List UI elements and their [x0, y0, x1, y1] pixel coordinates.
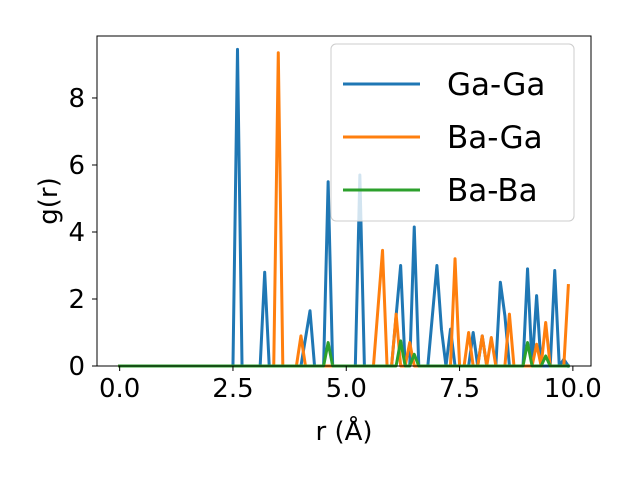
- legend-box: [330, 43, 575, 222]
- y-tick-label: 8: [68, 84, 85, 114]
- legend-label-ba-ga: Ba-Ga: [447, 120, 543, 156]
- series-line-ba-ba: [118, 339, 570, 368]
- legend-label-ba-ba: Ba-Ba: [447, 173, 538, 209]
- legend-label-ga-ga: Ga-Ga: [447, 67, 545, 103]
- legend: Ga-Ga Ba-Ga Ba-Ba: [330, 43, 575, 222]
- y-tick-label: 6: [68, 151, 85, 181]
- x-axis-label: r (Å): [315, 415, 372, 447]
- x-tick-label: 10.0: [544, 374, 602, 404]
- y-axis: 0 2 4 6 8: [68, 84, 97, 382]
- series-line-ga-ga: [118, 47, 571, 369]
- x-tick-label: 0.0: [99, 374, 140, 404]
- y-tick-label: 2: [68, 285, 85, 315]
- y-axis-label: g(r): [34, 177, 64, 224]
- x-tick-label: 5.0: [326, 374, 367, 404]
- y-tick-label: 0: [68, 352, 85, 382]
- x-tick-label: 7.5: [439, 374, 480, 404]
- x-axis: 0.0 2.5 5.0 7.5 10.0: [99, 366, 602, 404]
- x-tick-label: 2.5: [212, 374, 253, 404]
- y-tick-label: 4: [68, 218, 85, 248]
- plot-frame: [96, 35, 592, 367]
